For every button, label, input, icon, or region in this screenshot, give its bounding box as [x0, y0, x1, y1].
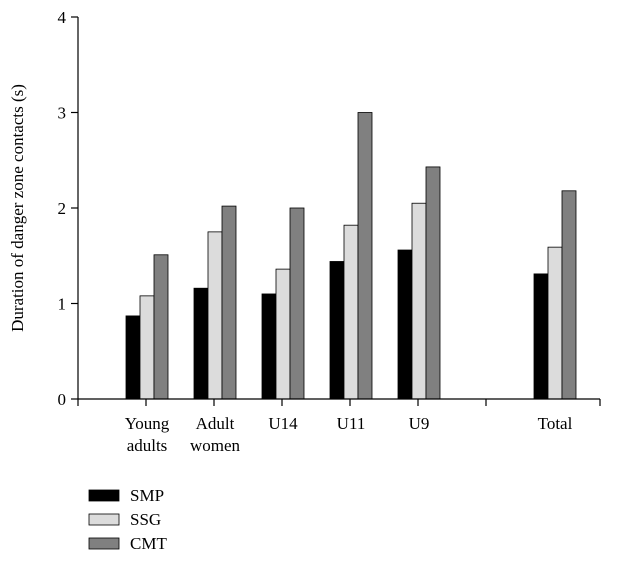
legend-swatch-smp: [88, 489, 120, 502]
bar-ssg: [343, 224, 359, 400]
plot-area: [125, 112, 577, 400]
y-tick-label: 4: [58, 8, 67, 27]
bar-smp: [397, 249, 413, 400]
x-tick-label: U14: [268, 414, 298, 433]
x-tick-label: U9: [409, 414, 430, 433]
bar-cmt: [357, 112, 373, 400]
bar-cmt: [425, 166, 441, 400]
y-tick-label: 2: [58, 199, 67, 218]
legend: SMP SSG CMT: [88, 486, 167, 553]
bar-smp: [533, 273, 549, 400]
y-tick-label: 0: [58, 390, 67, 409]
x-tick-label: Adult women: [190, 414, 241, 455]
legend-swatch-cmt: [88, 537, 120, 550]
bar-ssg: [275, 268, 291, 400]
bar-ssg: [139, 295, 155, 400]
legend-label-smp: SMP: [130, 486, 164, 505]
bar-ssg: [411, 202, 427, 400]
legend-label-ssg: SSG: [130, 510, 161, 529]
legend-label-cmt: CMT: [130, 534, 167, 553]
y-tick-label: 3: [58, 104, 67, 123]
bar-smp: [329, 261, 345, 400]
legend-swatch-ssg: [88, 513, 120, 526]
x-tick-label: Total: [538, 414, 573, 433]
y-axis-ticks: 0 1 2 3 4: [58, 8, 78, 409]
bar-cmt: [153, 254, 169, 400]
x-axis-ticks: Young adults Adult women U14 U11 U9 Total: [77, 399, 601, 455]
x-tick-label: U11: [337, 414, 366, 433]
bar-smp: [125, 315, 141, 400]
y-axis-label: Duration of danger zone contacts (s): [8, 84, 27, 332]
bar-ssg: [547, 246, 563, 400]
bar-ssg: [207, 231, 223, 400]
x-tick-label: Young adults: [125, 414, 170, 455]
bar-cmt: [289, 207, 305, 400]
y-tick-label: 1: [58, 295, 67, 314]
bar-smp: [261, 293, 277, 400]
bar-smp: [193, 287, 209, 400]
bar-cmt: [561, 190, 577, 400]
bar-cmt: [221, 205, 237, 400]
